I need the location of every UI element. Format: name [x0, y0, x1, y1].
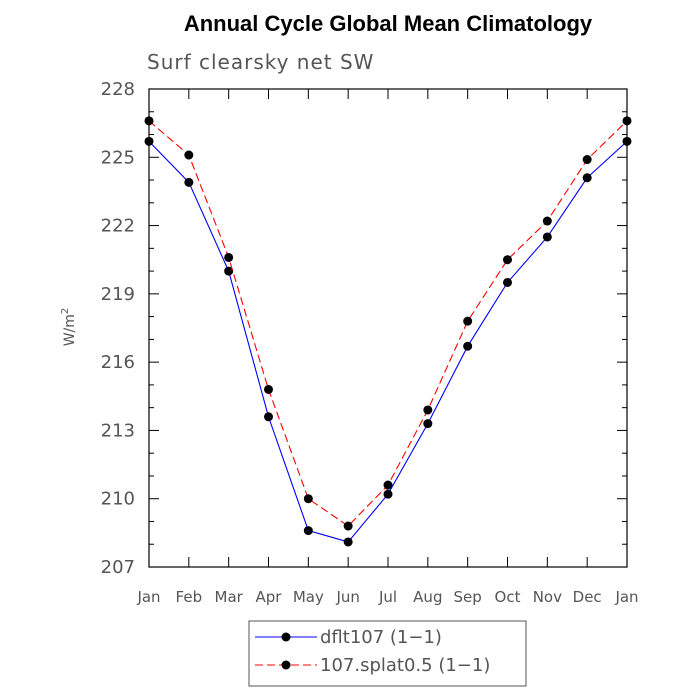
- data-point: [144, 136, 154, 146]
- data-point: [503, 255, 512, 265]
- data-point: [264, 384, 273, 394]
- y-tick-label: 219: [101, 284, 135, 305]
- data-point: [224, 252, 234, 262]
- data-point: [144, 116, 154, 126]
- data-point: [542, 216, 552, 226]
- chart-title: Annual Cycle Global Mean Climatology: [184, 11, 593, 36]
- x-tick-label: Oct: [495, 588, 521, 606]
- data-point: [383, 489, 393, 499]
- data-point: [463, 341, 473, 351]
- y-tick-label: 210: [101, 489, 135, 510]
- y-axis: 207 210 213 216 219 222 225 228: [101, 79, 627, 578]
- data-point: [343, 537, 353, 547]
- data-point: [582, 155, 592, 165]
- y-tick-label: 222: [101, 216, 135, 237]
- data-point: [184, 150, 194, 160]
- x-tick-label: Jan: [614, 588, 638, 606]
- y-tick-label: 228: [101, 79, 135, 100]
- data-point: [622, 116, 632, 126]
- y-axis-label-superscript: 2: [60, 308, 71, 314]
- x-tick-label: May: [293, 588, 324, 606]
- y-tick-label: 216: [101, 352, 135, 373]
- y-tick-label: 213: [101, 420, 135, 441]
- x-tick-label: Apr: [256, 588, 283, 606]
- series-line: [148, 120, 628, 527]
- data-point: [184, 177, 194, 187]
- legend-swatch-marker: [281, 632, 291, 642]
- x-tick-label: Dec: [573, 588, 602, 606]
- data-point: [423, 419, 433, 429]
- x-tick-label: Jun: [335, 588, 359, 606]
- data-point: [383, 480, 393, 490]
- data-point: [264, 412, 273, 422]
- y-axis-label-base: W/m: [62, 314, 78, 346]
- x-tick-label: Jan: [136, 588, 160, 606]
- legend: dflt107 (1−1) 107.splat0.5 (1−1): [248, 620, 527, 687]
- series-layer: [144, 116, 632, 547]
- y-axis-label: W/m2: [60, 308, 78, 347]
- series-1: [144, 136, 632, 547]
- data-point: [582, 173, 592, 183]
- x-axis: Jan Feb Mar Apr May Jun Jul Aug Sep Oct Nov Dec Jan: [136, 89, 639, 606]
- y-tick-label: 225: [101, 147, 135, 168]
- data-point: [303, 494, 313, 504]
- data-point: [622, 136, 632, 146]
- series-2: [144, 116, 632, 531]
- data-point: [303, 526, 313, 536]
- data-point: [224, 266, 234, 276]
- x-tick-label: Nov: [533, 588, 562, 606]
- x-tick-label: Jul: [378, 588, 397, 606]
- data-point: [503, 277, 512, 287]
- legend-swatch-marker: [281, 660, 291, 670]
- svg-text:W/m2: W/m2: [60, 308, 78, 347]
- data-point: [423, 405, 433, 415]
- data-point: [542, 232, 552, 242]
- chart-subtitle: Surf clearsky net SW: [147, 50, 374, 74]
- x-tick-label: Aug: [413, 588, 442, 606]
- data-point: [343, 521, 353, 531]
- x-tick-label: Sep: [454, 588, 482, 606]
- data-point: [463, 316, 473, 326]
- y-tick-label: 207: [101, 557, 135, 578]
- x-tick-label: Mar: [215, 588, 244, 606]
- x-tick-label: Feb: [176, 588, 203, 606]
- legend-label: dflt107 (1−1): [320, 627, 442, 648]
- legend-box: [248, 620, 527, 687]
- legend-label: 107.splat0.5 (1−1): [320, 655, 490, 676]
